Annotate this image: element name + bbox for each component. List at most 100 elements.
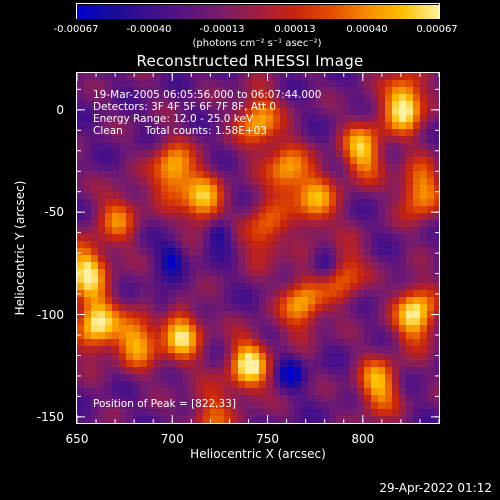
heatmap-cell bbox=[413, 248, 421, 256]
heatmap-cell bbox=[406, 409, 414, 417]
heatmap-cell bbox=[238, 416, 246, 423]
heatmap-cell bbox=[210, 290, 218, 298]
heatmap-cell bbox=[231, 122, 239, 130]
heatmap-cell bbox=[350, 283, 358, 291]
heatmap-cell bbox=[217, 129, 225, 137]
heatmap-cell bbox=[378, 381, 386, 389]
heatmap-cell bbox=[420, 290, 428, 298]
heatmap-cell bbox=[154, 416, 162, 423]
heatmap-cell bbox=[259, 360, 267, 368]
heatmap-cell bbox=[189, 381, 197, 389]
heatmap-cell bbox=[231, 381, 239, 389]
heatmap-cell bbox=[287, 178, 295, 186]
heatmap-cell bbox=[84, 185, 92, 193]
heatmap-cell bbox=[259, 297, 267, 305]
heatmap-cell bbox=[294, 255, 302, 263]
heatmap-cell bbox=[231, 290, 239, 298]
heatmap-cell bbox=[161, 234, 169, 242]
heatmap-cell bbox=[252, 290, 260, 298]
heatmap-cell bbox=[378, 122, 386, 130]
heatmap-cell bbox=[427, 108, 435, 116]
heatmap-cell bbox=[266, 374, 274, 382]
heatmap-cell bbox=[119, 73, 127, 81]
heatmap-cell bbox=[189, 332, 197, 340]
heatmap-cell bbox=[406, 304, 414, 312]
heatmap-cell bbox=[420, 143, 428, 151]
heatmap-cell bbox=[420, 87, 428, 95]
heatmap-cell bbox=[91, 129, 99, 137]
heatmap-cell bbox=[280, 150, 288, 158]
heatmap-cell bbox=[238, 157, 246, 165]
heatmap-cell bbox=[161, 164, 169, 172]
heatmap-cell bbox=[231, 416, 239, 423]
heatmap-cell bbox=[280, 80, 288, 88]
heatmap-cell bbox=[343, 304, 351, 312]
heatmap-cell bbox=[350, 157, 358, 165]
heatmap-cell bbox=[84, 367, 92, 375]
heatmap-cell bbox=[336, 220, 344, 228]
heatmap-cell bbox=[371, 178, 379, 186]
heatmap-cell bbox=[105, 402, 113, 410]
heatmap-cell bbox=[133, 220, 141, 228]
heatmap-cell bbox=[322, 206, 330, 214]
heatmap-cell bbox=[112, 101, 120, 109]
heatmap-cell bbox=[413, 353, 421, 361]
heatmap-cell bbox=[413, 129, 421, 137]
y-axis-label: Heliocentric Y (arcsec) bbox=[13, 180, 27, 316]
heatmap-cell bbox=[364, 318, 372, 326]
heatmap-cell bbox=[371, 269, 379, 277]
heatmap-cell bbox=[266, 290, 274, 298]
heatmap-cell bbox=[140, 269, 148, 277]
heatmap-cell bbox=[133, 332, 141, 340]
heatmap-cell bbox=[77, 409, 85, 417]
heatmap-cell bbox=[336, 136, 344, 144]
heatmap-cell bbox=[259, 108, 267, 116]
heatmap-cell bbox=[294, 262, 302, 270]
heatmap-cell bbox=[364, 339, 372, 347]
heatmap-cell bbox=[147, 381, 155, 389]
heatmap-cell bbox=[357, 227, 365, 235]
heatmap-cell bbox=[315, 185, 323, 193]
heatmap-cell bbox=[280, 206, 288, 214]
heatmap-cell bbox=[154, 311, 162, 319]
heatmap-cell bbox=[357, 402, 365, 410]
heatmap-cell bbox=[336, 87, 344, 95]
detectors-text: Detectors: 3F 4F 5F 6F 7F 8F, Att 0 bbox=[93, 101, 277, 113]
heatmap-cell bbox=[357, 213, 365, 221]
heatmap-cell bbox=[273, 388, 281, 396]
heatmap-cell bbox=[196, 101, 204, 109]
heatmap-cell bbox=[287, 416, 295, 423]
heatmap-cell bbox=[203, 409, 211, 417]
heatmap-cell bbox=[427, 290, 435, 298]
heatmap-cell bbox=[189, 339, 197, 347]
heatmap-cell bbox=[252, 325, 260, 333]
heatmap-cell bbox=[259, 73, 267, 81]
heatmap-cell bbox=[105, 311, 113, 319]
heatmap-cell bbox=[371, 129, 379, 137]
heatmap-cell bbox=[182, 199, 190, 207]
heatmap-cell bbox=[343, 213, 351, 221]
heatmap-cell bbox=[126, 171, 134, 179]
heatmap-cell bbox=[413, 269, 421, 277]
heatmap-cell bbox=[175, 101, 183, 109]
heatmap-cell bbox=[434, 346, 439, 354]
heatmap-cell bbox=[329, 101, 337, 109]
heatmap-cell bbox=[252, 241, 260, 249]
heatmap-cell bbox=[112, 353, 120, 361]
heatmap-cell bbox=[357, 248, 365, 256]
heatmap-cell bbox=[175, 332, 183, 340]
heatmap-cell bbox=[378, 318, 386, 326]
heatmap-cell bbox=[301, 276, 309, 284]
heatmap-cell bbox=[322, 381, 330, 389]
heatmap-cell bbox=[161, 80, 169, 88]
heatmap-cell bbox=[406, 115, 414, 123]
heatmap-cell bbox=[126, 304, 134, 312]
heatmap-cell bbox=[84, 73, 92, 81]
heatmap-cell bbox=[343, 290, 351, 298]
heatmap-cell bbox=[147, 101, 155, 109]
heatmap-cell bbox=[105, 136, 113, 144]
heatmap-cell bbox=[364, 269, 372, 277]
heatmap-cell bbox=[98, 220, 106, 228]
heatmap-cell bbox=[357, 353, 365, 361]
heatmap-cell bbox=[238, 290, 246, 298]
